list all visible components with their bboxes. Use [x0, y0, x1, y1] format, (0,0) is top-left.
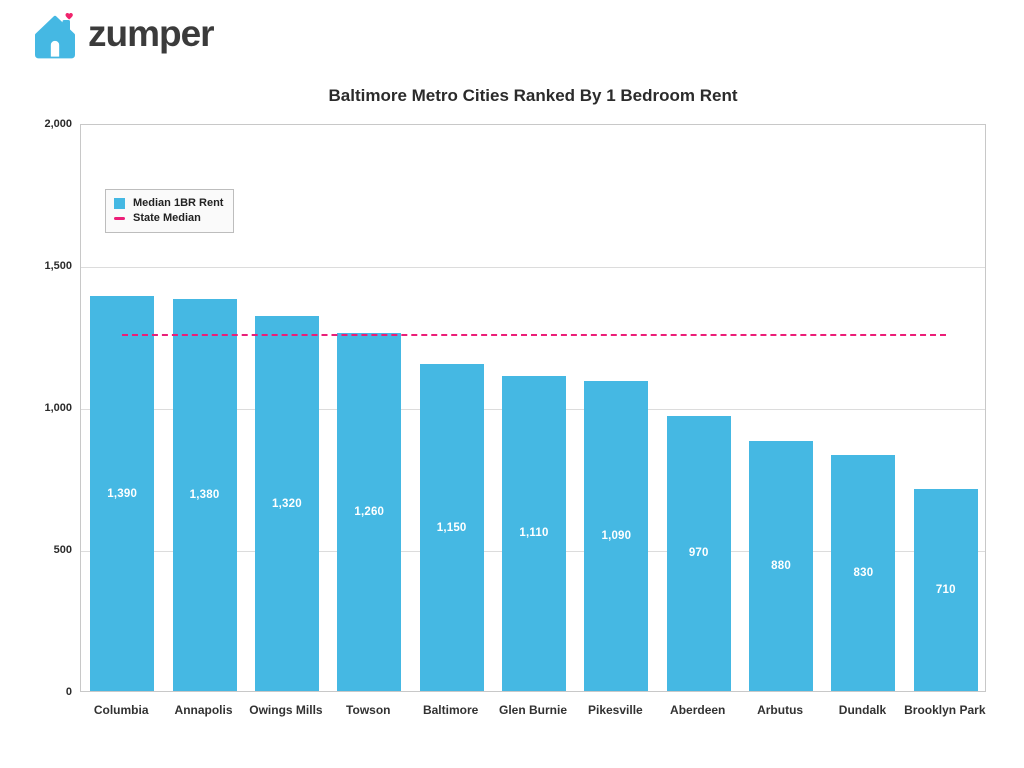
legend-dash-swatch-icon: [114, 217, 125, 220]
x-axis-label: Baltimore: [422, 703, 479, 717]
house-icon: [35, 12, 76, 59]
bar-value-label: 710: [935, 584, 956, 597]
y-axis-tick-label: 2,000: [44, 118, 72, 130]
bar-value-label: 1,380: [189, 489, 220, 502]
heart-icon: [65, 12, 73, 20]
y-axis-tick-label: 500: [53, 544, 72, 556]
x-axis-label: Columbia: [93, 703, 149, 717]
state-median-line: [122, 334, 946, 337]
y-axis-tick-label: 0: [65, 686, 72, 698]
x-axis-label: Glen Burnie: [498, 703, 568, 717]
bar-value-label: 1,090: [601, 530, 632, 543]
bar-value-label: 1,260: [354, 506, 385, 519]
x-axis-label: Owings Mills: [249, 703, 323, 717]
legend-square-swatch-icon: [114, 198, 125, 209]
y-axis-tick-label: 1,000: [44, 402, 72, 414]
chart-title: Baltimore Metro Cities Ranked By 1 Bedro…: [328, 86, 738, 105]
rent-bar: 1,380: [172, 299, 237, 691]
rent-bar: 1,390: [90, 296, 155, 691]
x-axis-label: Aberdeen: [670, 703, 726, 717]
y-axis: 0 500 1,000 1,500 2,000: [0, 118, 72, 698]
rent-bar: 1,320: [254, 316, 319, 691]
legend-item-median-rent: Median 1BR Rent: [114, 197, 223, 210]
plot-area: Median 1BR Rent State Median 1,390 1,380 1…: [80, 124, 986, 692]
rent-bar: 1,110: [502, 375, 566, 691]
rent-bar: 1,260: [337, 333, 402, 691]
bar-value-label: 1,390: [107, 487, 138, 500]
brand-name: zumper: [88, 12, 215, 54]
x-axis-label: Brooklyn Park: [904, 703, 986, 717]
rent-bar: 1,150: [419, 364, 484, 691]
x-axis: Columbia Annapolis Owings Mills Towson Balti…: [80, 703, 986, 723]
x-axis-label: Annapolis: [174, 703, 233, 717]
rent-bar: 710: [913, 489, 978, 691]
x-axis-label: Arbutus: [757, 703, 804, 717]
rent-bar: 830: [831, 455, 896, 691]
bar-value-label: 830: [853, 567, 874, 580]
zumper-logo: zumper: [30, 10, 215, 60]
rent-bar: 1,090: [584, 381, 649, 691]
rent-bar: 880: [749, 441, 814, 691]
door-shape: [50, 40, 60, 57]
bar-value-label: 1,320: [272, 497, 302, 510]
x-axis-label: Dundalk: [838, 703, 887, 717]
bar-value-label: 970: [688, 547, 709, 560]
legend-item-state-median: State Median: [114, 212, 223, 225]
legend-label: Median 1BR Rent: [133, 197, 224, 209]
bar-value-label: 1,150: [436, 521, 467, 534]
legend-label: State Median: [133, 212, 201, 224]
bar-value-label: 880: [771, 560, 791, 573]
x-axis-label: Towson: [346, 703, 391, 717]
bar-value-label: 1,110: [519, 527, 549, 540]
legend: Median 1BR Rent State Median: [105, 189, 235, 233]
y-axis-tick-label: 1,500: [44, 260, 72, 272]
x-axis-label: Pikesville: [588, 703, 643, 717]
rent-bar: 970: [666, 415, 731, 691]
gridline: [81, 267, 985, 268]
